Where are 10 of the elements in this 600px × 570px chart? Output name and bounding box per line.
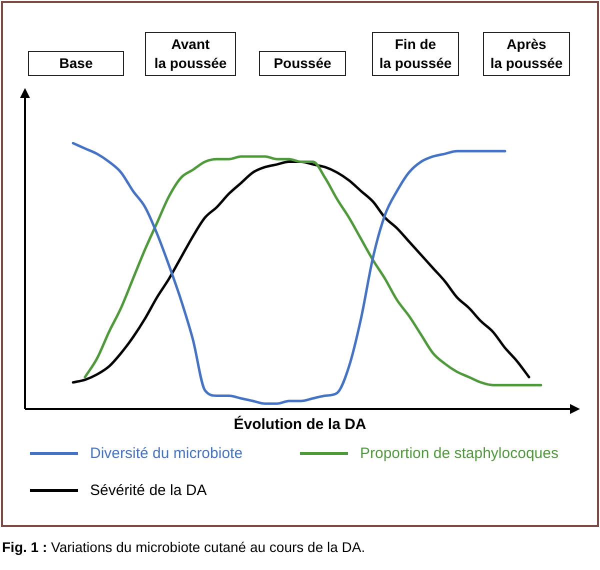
legend-label: Sévérité de la DA — [90, 482, 207, 499]
caption: Fig. 1 : Variations du microbiote cutané au cours de la DA. — [2, 539, 366, 555]
legend-label: Proportion de staphylocoques — [360, 445, 558, 462]
text: Poussée — [259, 51, 346, 76]
text: Base — [28, 51, 124, 76]
text: Après la poussée — [483, 32, 570, 76]
text: Avant la poussée — [145, 32, 236, 76]
x-axis-title: Évolution de la DA — [232, 416, 368, 433]
legend-label: Diversité du microbiote — [90, 445, 243, 462]
text: Fin de la poussée — [372, 32, 459, 76]
